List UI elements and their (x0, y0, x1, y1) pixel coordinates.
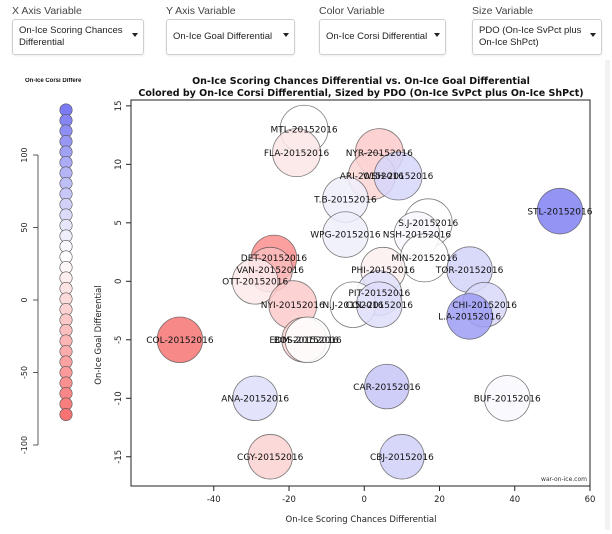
data-point-label: MIN-20152016 (391, 254, 457, 264)
y-tick-label: -10 (114, 391, 124, 405)
x-axis-select[interactable]: On-Ice Scoring Chances Differential (12, 19, 144, 55)
bubbles-group (156, 104, 584, 480)
data-point-label: WPG-20152016 (310, 231, 381, 241)
chevron-down-icon (283, 33, 289, 37)
x-tick-label: 60 (585, 495, 596, 505)
data-point-label: L.A-20152016 (438, 313, 501, 323)
data-point-label: COL-20152016 (146, 336, 214, 346)
data-point-bubble[interactable] (156, 316, 204, 363)
data-point-label: PIT-20152016 (348, 289, 410, 299)
data-point-label: WSH-20152016 (363, 172, 434, 182)
y-axis-label: Y Axis Variable (166, 5, 236, 17)
x-tick-label: -20 (282, 495, 296, 505)
y-axis-select-value: On-Ice Goal Differential (173, 31, 273, 42)
y-tick-label: 0 (114, 279, 124, 284)
y-axis-label: On-Ice Goal Differential (94, 285, 104, 385)
x-tick-label: 40 (509, 495, 520, 505)
data-point-label: EDM-20152016 (269, 336, 339, 346)
data-point-label: ARI-20152016 (340, 172, 404, 182)
color-select-value: On-Ice Corsi Differential (326, 31, 428, 42)
y-tick-label: -5 (114, 336, 124, 344)
legend-tick-label: 0 (20, 297, 29, 302)
data-point-bubble[interactable] (373, 151, 423, 201)
data-point-label: NSH-20152016 (383, 231, 452, 241)
data-point-label: T.B-20152016 (313, 196, 377, 206)
legend-tick-label: 100 (20, 147, 29, 162)
data-point-bubble[interactable] (247, 434, 293, 480)
data-point-bubble[interactable] (364, 363, 410, 410)
data-point-label: TOR-20152016 (435, 266, 504, 276)
data-point-bubble[interactable] (446, 293, 493, 340)
data-point-bubble[interactable] (484, 375, 531, 422)
size-select-value: PDO (On-Ice SvPct plus On-Ice ShPct) (479, 25, 582, 48)
legend-title: On-Ice Corsi Differe (25, 78, 82, 84)
data-point-label: PHI-20152016 (351, 266, 415, 276)
data-point-label: OTT-20152016 (222, 278, 288, 288)
data-point-label: FLA-20152016 (264, 149, 330, 159)
data-point-bubble[interactable] (231, 258, 279, 305)
data-point-label: CGY-20152016 (237, 453, 304, 463)
y-axis-select[interactable]: On-Ice Goal Differential (166, 19, 295, 55)
x-axis-label: X Axis Variable (12, 5, 82, 17)
y-tick-label: 15 (114, 100, 124, 111)
data-point-bubble[interactable] (379, 434, 425, 480)
y-tick-label: 5 (114, 220, 124, 225)
data-point-label: DET-20152016 (241, 254, 308, 264)
chart-title: On-Ice Scoring Chances Differential vs. … (192, 76, 530, 87)
chevron-down-icon (132, 33, 138, 37)
data-point-label: NYR-20152016 (346, 149, 413, 159)
data-point-label: CBJ-20152016 (370, 453, 434, 463)
x-tick-label: 0 (362, 495, 367, 505)
scrollbar[interactable] (605, 60, 610, 530)
data-point-label: CAR-20152016 (353, 383, 421, 393)
x-axis-select-value: On-Ice Scoring Chances Differential (19, 25, 123, 48)
data-point-label: NYI-20152016 (261, 301, 325, 311)
x-tick-label: -40 (207, 495, 221, 505)
data-point-label: STL-20152016 (527, 207, 592, 217)
data-point-bubble[interactable] (356, 281, 403, 328)
y-tick-label: 10 (114, 159, 124, 170)
legend-tick-label: 50 (20, 222, 29, 232)
chevron-down-icon (434, 33, 440, 37)
data-point-label: BUF-20152016 (474, 394, 541, 404)
data-point-bubble[interactable] (272, 128, 321, 178)
x-axis-label: On-Ice Scoring Chances Differential (286, 515, 437, 525)
data-point-label: ANA-20152016 (221, 394, 289, 404)
data-point-label: MTL-20152016 (270, 125, 337, 135)
legend-swatch (59, 407, 73, 421)
color-legend: 100 50 0 -50 -100 (20, 103, 73, 454)
data-point-label: N.J-20152016 (322, 301, 383, 311)
chevron-down-icon (590, 33, 596, 37)
data-point-bubble[interactable] (322, 211, 369, 258)
size-label: Size Variable (472, 5, 534, 17)
scatter-chart: On-Ice Scoring Chances Differential vs. … (94, 76, 596, 525)
size-select[interactable]: PDO (On-Ice SvPct plus On-Ice ShPct) (472, 19, 602, 55)
data-point-bubble[interactable] (536, 187, 584, 235)
chart-subtitle: Colored by On-Ice Corsi Differential, Si… (138, 88, 583, 99)
legend-tick-label: -100 (20, 436, 29, 454)
data-point-label: VAN-20152016 (236, 266, 304, 276)
plot-frame (130, 99, 591, 487)
data-point-label: BOS-20152016 (274, 336, 342, 346)
color-select[interactable]: On-Ice Corsi Differential (319, 19, 446, 55)
y-tick-label: -15 (114, 450, 124, 464)
data-point-label: COL-20152016 (346, 301, 414, 311)
data-point-label: CHI-20152016 (452, 301, 517, 311)
x-tick-label: 20 (434, 495, 445, 505)
watermark: war-on-ice.com (541, 476, 587, 483)
data-point-bubble[interactable] (232, 375, 278, 421)
legend-tick-label: -50 (20, 366, 29, 379)
color-label: Color Variable (319, 5, 385, 17)
data-point-label: S.J-20152016 (398, 219, 458, 229)
data-point-bubble[interactable] (284, 316, 332, 363)
